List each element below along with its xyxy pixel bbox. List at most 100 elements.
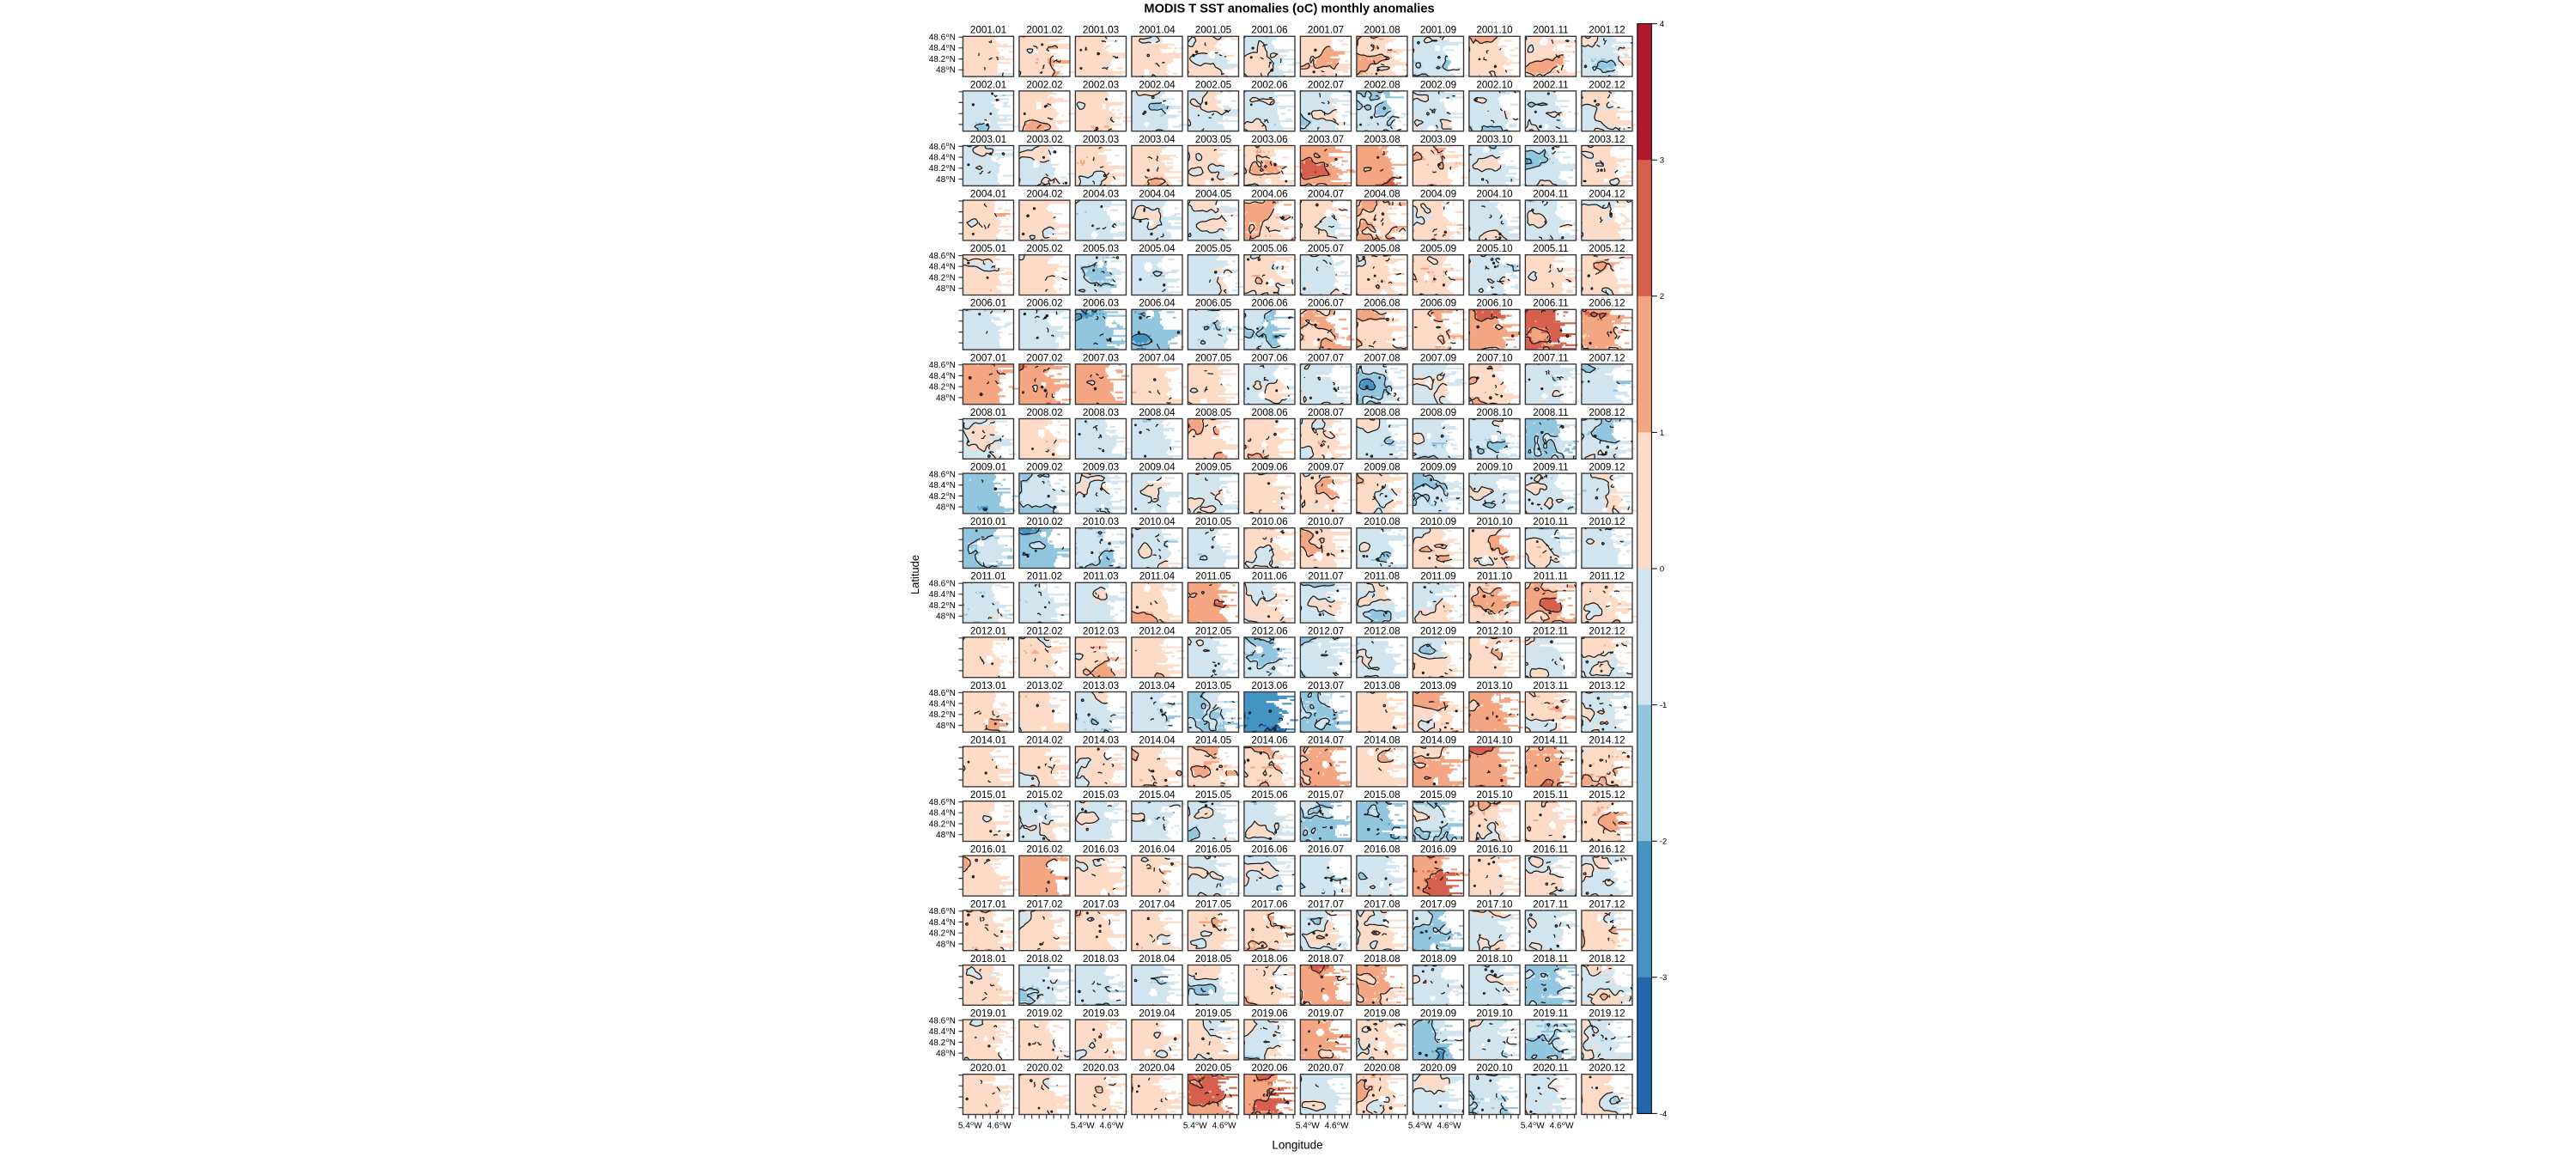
svg-text:2019.09: 2019.09 <box>1420 1008 1456 1020</box>
svg-text:2008.05: 2008.05 <box>1195 407 1232 418</box>
svg-text:2007.01: 2007.01 <box>970 352 1006 363</box>
svg-text:2001.05: 2001.05 <box>1195 25 1232 36</box>
svg-text:2008.06: 2008.06 <box>1251 407 1287 418</box>
svg-text:2014.01: 2014.01 <box>970 735 1006 746</box>
svg-text:2019.07: 2019.07 <box>1308 1008 1344 1020</box>
svg-text:2005.08: 2005.08 <box>1364 243 1400 254</box>
svg-text:2005.03: 2005.03 <box>1083 243 1119 254</box>
svg-text:2002.07: 2002.07 <box>1308 79 1344 90</box>
svg-text:2014.03: 2014.03 <box>1083 735 1119 746</box>
svg-text:5.4oW: 5.4oW <box>1521 1121 1545 1131</box>
svg-text:2002.11: 2002.11 <box>1533 79 1568 90</box>
svg-text:2006.09: 2006.09 <box>1420 298 1456 309</box>
svg-text:2020.08: 2020.08 <box>1364 1063 1400 1074</box>
svg-text:2015.03: 2015.03 <box>1083 789 1119 801</box>
svg-text:2004.01: 2004.01 <box>970 189 1006 200</box>
svg-text:2017.06: 2017.06 <box>1251 898 1287 910</box>
svg-text:MODIS T SST anomalies (oC) mon: MODIS T SST anomalies (oC) monthly anoma… <box>1144 3 1434 16</box>
svg-text:2004.07: 2004.07 <box>1308 189 1344 200</box>
svg-text:48.6oN: 48.6oN <box>929 361 956 371</box>
svg-text:2020.11: 2020.11 <box>1533 1063 1568 1074</box>
svg-text:2015.05: 2015.05 <box>1195 789 1232 801</box>
svg-text:48.2oN: 48.2oN <box>929 382 956 393</box>
svg-text:2007.02: 2007.02 <box>1026 352 1062 363</box>
svg-text:2014.12: 2014.12 <box>1589 735 1625 746</box>
svg-text:2012.05: 2012.05 <box>1195 625 1232 636</box>
svg-text:2014.02: 2014.02 <box>1026 735 1062 746</box>
svg-text:2012.12: 2012.12 <box>1589 625 1625 636</box>
svg-text:2016.06: 2016.06 <box>1251 844 1287 856</box>
svg-text:2020.09: 2020.09 <box>1420 1063 1456 1074</box>
svg-text:2011.08: 2011.08 <box>1364 571 1400 582</box>
svg-text:2009.03: 2009.03 <box>1083 462 1119 473</box>
svg-text:2013.05: 2013.05 <box>1195 680 1232 691</box>
svg-text:2015.10: 2015.10 <box>1476 789 1513 801</box>
svg-text:2002.09: 2002.09 <box>1420 79 1456 90</box>
svg-text:2015.02: 2015.02 <box>1026 789 1062 801</box>
svg-text:2009.02: 2009.02 <box>1026 462 1062 473</box>
svg-text:2014.09: 2014.09 <box>1420 735 1456 746</box>
svg-text:2018.01: 2018.01 <box>970 953 1006 965</box>
svg-text:2006.05: 2006.05 <box>1195 298 1232 309</box>
svg-text:48oN: 48oN <box>936 393 956 404</box>
svg-text:2006.08: 2006.08 <box>1364 298 1400 309</box>
svg-text:2019.08: 2019.08 <box>1364 1008 1400 1020</box>
svg-text:2007.05: 2007.05 <box>1195 352 1232 363</box>
svg-text:1: 1 <box>1660 429 1664 438</box>
svg-text:48.2oN: 48.2oN <box>929 710 956 721</box>
svg-text:2009.11: 2009.11 <box>1533 462 1568 473</box>
svg-text:2019.06: 2019.06 <box>1251 1008 1287 1020</box>
svg-text:48.2oN: 48.2oN <box>929 164 956 174</box>
svg-text:2006.02: 2006.02 <box>1026 298 1062 309</box>
svg-text:48.6oN: 48.6oN <box>929 797 956 807</box>
svg-text:2012.10: 2012.10 <box>1476 625 1513 636</box>
svg-text:48.4oN: 48.4oN <box>929 917 956 928</box>
svg-text:48.2oN: 48.2oN <box>929 819 956 830</box>
svg-text:2019.04: 2019.04 <box>1139 1008 1176 1020</box>
svg-text:2020.10: 2020.10 <box>1476 1063 1513 1074</box>
svg-text:2009.01: 2009.01 <box>970 462 1006 473</box>
svg-text:48.4oN: 48.4oN <box>929 153 956 163</box>
svg-text:4.6oW: 4.6oW <box>1550 1121 1574 1131</box>
svg-text:2012.06: 2012.06 <box>1251 625 1287 636</box>
svg-text:2015.06: 2015.06 <box>1251 789 1287 801</box>
svg-text:2003.12: 2003.12 <box>1589 134 1625 145</box>
svg-text:2007.12: 2007.12 <box>1589 352 1625 363</box>
svg-text:2014.06: 2014.06 <box>1251 735 1287 746</box>
svg-text:2004.04: 2004.04 <box>1139 189 1176 200</box>
svg-text:4.6oW: 4.6oW <box>1325 1121 1349 1131</box>
svg-text:2001.10: 2001.10 <box>1476 25 1513 36</box>
svg-text:2006.12: 2006.12 <box>1589 298 1625 309</box>
svg-text:2017.07: 2017.07 <box>1308 898 1344 910</box>
svg-text:2005.05: 2005.05 <box>1195 243 1232 254</box>
svg-text:2009.05: 2009.05 <box>1195 462 1232 473</box>
svg-text:2011.12: 2011.12 <box>1589 571 1625 582</box>
svg-text:2020.12: 2020.12 <box>1589 1063 1625 1074</box>
svg-text:2001.04: 2001.04 <box>1139 25 1176 36</box>
svg-text:48.2oN: 48.2oN <box>929 929 956 939</box>
svg-text:2001.08: 2001.08 <box>1364 25 1400 36</box>
svg-text:2014.08: 2014.08 <box>1364 735 1400 746</box>
svg-text:2008.07: 2008.07 <box>1308 407 1344 418</box>
svg-text:2011.02: 2011.02 <box>1027 571 1062 582</box>
svg-text:2007.06: 2007.06 <box>1251 352 1287 363</box>
svg-text:2002.10: 2002.10 <box>1476 79 1513 90</box>
svg-text:2010.09: 2010.09 <box>1420 516 1456 527</box>
svg-text:2020.05: 2020.05 <box>1195 1063 1232 1074</box>
svg-text:2013.11: 2013.11 <box>1533 680 1568 691</box>
svg-text:48.6oN: 48.6oN <box>929 251 956 261</box>
svg-text:2015.08: 2015.08 <box>1364 789 1400 801</box>
svg-text:48oN: 48oN <box>936 1049 956 1059</box>
svg-text:2014.10: 2014.10 <box>1476 735 1513 746</box>
svg-text:Latitude: Latitude <box>908 555 921 594</box>
svg-text:2001.06: 2001.06 <box>1251 25 1287 36</box>
svg-text:2013.03: 2013.03 <box>1083 680 1119 691</box>
svg-text:48.4oN: 48.4oN <box>929 808 956 819</box>
svg-text:2003.11: 2003.11 <box>1533 134 1568 145</box>
svg-text:2012.07: 2012.07 <box>1308 625 1344 636</box>
svg-text:48oN: 48oN <box>936 612 956 622</box>
svg-text:2017.03: 2017.03 <box>1083 898 1119 910</box>
svg-text:2013.04: 2013.04 <box>1139 680 1176 691</box>
svg-text:2005.09: 2005.09 <box>1420 243 1456 254</box>
svg-text:2002.06: 2002.06 <box>1251 79 1287 90</box>
